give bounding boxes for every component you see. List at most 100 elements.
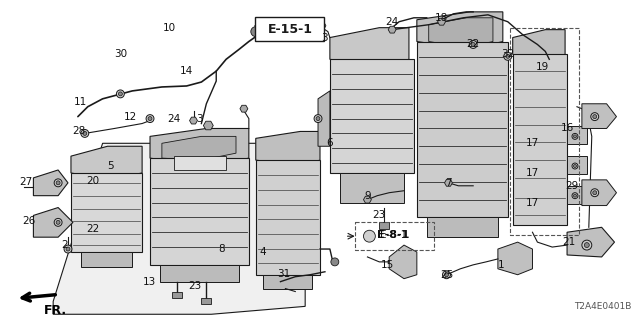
- Circle shape: [54, 219, 62, 226]
- Polygon shape: [330, 59, 414, 173]
- Text: 3: 3: [196, 114, 203, 124]
- Circle shape: [364, 230, 375, 242]
- Text: 21: 21: [563, 237, 575, 247]
- Circle shape: [442, 271, 451, 279]
- Text: 26: 26: [22, 216, 35, 226]
- Circle shape: [83, 132, 87, 135]
- Polygon shape: [256, 160, 320, 275]
- Circle shape: [56, 181, 60, 185]
- Polygon shape: [262, 275, 312, 289]
- Circle shape: [584, 243, 589, 248]
- Polygon shape: [567, 126, 587, 144]
- Polygon shape: [33, 208, 73, 237]
- Circle shape: [572, 163, 578, 169]
- Circle shape: [469, 41, 477, 48]
- Text: 12: 12: [124, 112, 137, 122]
- Text: 5: 5: [107, 161, 114, 171]
- Text: 17: 17: [526, 168, 539, 178]
- Polygon shape: [364, 196, 371, 203]
- Polygon shape: [160, 265, 239, 282]
- Circle shape: [54, 179, 62, 187]
- Polygon shape: [340, 173, 404, 203]
- Circle shape: [591, 113, 598, 121]
- Text: E-8-1: E-8-1: [380, 230, 407, 240]
- Text: 18: 18: [435, 13, 448, 23]
- Polygon shape: [388, 26, 396, 33]
- Polygon shape: [81, 252, 132, 267]
- Text: 7: 7: [445, 178, 452, 188]
- Polygon shape: [33, 170, 68, 196]
- Polygon shape: [513, 30, 565, 61]
- Polygon shape: [380, 222, 389, 229]
- Polygon shape: [53, 143, 305, 314]
- Bar: [355, 222, 434, 250]
- Polygon shape: [150, 158, 249, 265]
- Text: 16: 16: [561, 124, 573, 133]
- Polygon shape: [567, 156, 587, 174]
- Circle shape: [572, 133, 578, 139]
- Text: 29: 29: [565, 181, 579, 191]
- Circle shape: [591, 189, 598, 197]
- Polygon shape: [389, 245, 417, 279]
- Polygon shape: [567, 227, 614, 257]
- Circle shape: [506, 54, 509, 58]
- Circle shape: [314, 115, 322, 123]
- Circle shape: [593, 191, 596, 195]
- Circle shape: [572, 193, 578, 199]
- Polygon shape: [318, 22, 326, 29]
- Polygon shape: [582, 104, 616, 128]
- Polygon shape: [71, 146, 142, 180]
- Text: 15: 15: [381, 260, 394, 270]
- Polygon shape: [427, 217, 498, 237]
- Polygon shape: [318, 91, 330, 146]
- Circle shape: [66, 247, 70, 251]
- Circle shape: [81, 130, 89, 137]
- Circle shape: [445, 273, 449, 277]
- Circle shape: [504, 52, 512, 60]
- Text: 23: 23: [188, 281, 201, 291]
- Text: 19: 19: [536, 62, 549, 72]
- Text: 17: 17: [526, 138, 539, 148]
- Text: 1: 1: [497, 260, 504, 270]
- Text: T2A4E0401B: T2A4E0401B: [574, 302, 631, 311]
- Circle shape: [116, 90, 124, 98]
- Polygon shape: [582, 180, 616, 205]
- Text: 10: 10: [163, 23, 177, 33]
- Circle shape: [251, 27, 260, 36]
- Circle shape: [471, 43, 475, 46]
- Polygon shape: [256, 132, 320, 166]
- Polygon shape: [567, 186, 587, 204]
- Polygon shape: [240, 105, 248, 112]
- Text: 17: 17: [526, 197, 539, 208]
- Polygon shape: [438, 18, 445, 25]
- Bar: [509, 28, 579, 235]
- Circle shape: [64, 245, 72, 253]
- FancyBboxPatch shape: [255, 17, 324, 41]
- Circle shape: [56, 220, 60, 224]
- Text: 20: 20: [86, 176, 99, 186]
- Text: 28: 28: [72, 126, 86, 136]
- Circle shape: [573, 164, 577, 167]
- Polygon shape: [162, 136, 236, 160]
- Text: 11: 11: [74, 97, 88, 107]
- Polygon shape: [417, 42, 508, 217]
- Text: 27: 27: [19, 177, 32, 187]
- Text: 30: 30: [114, 49, 127, 59]
- Text: E-15-1: E-15-1: [268, 23, 313, 36]
- Text: 14: 14: [180, 66, 193, 76]
- Polygon shape: [172, 292, 182, 299]
- Polygon shape: [445, 180, 452, 186]
- Polygon shape: [330, 28, 409, 67]
- Text: 24: 24: [385, 17, 399, 27]
- Polygon shape: [202, 299, 211, 304]
- Text: FR.: FR.: [44, 304, 67, 317]
- Polygon shape: [429, 18, 493, 47]
- Text: 9: 9: [364, 191, 371, 201]
- Text: 4: 4: [259, 247, 266, 257]
- Text: 25: 25: [440, 270, 453, 280]
- Text: 13: 13: [143, 277, 156, 287]
- Text: 2: 2: [61, 240, 68, 250]
- Circle shape: [146, 115, 154, 123]
- Circle shape: [593, 115, 596, 119]
- Text: 8: 8: [218, 244, 225, 254]
